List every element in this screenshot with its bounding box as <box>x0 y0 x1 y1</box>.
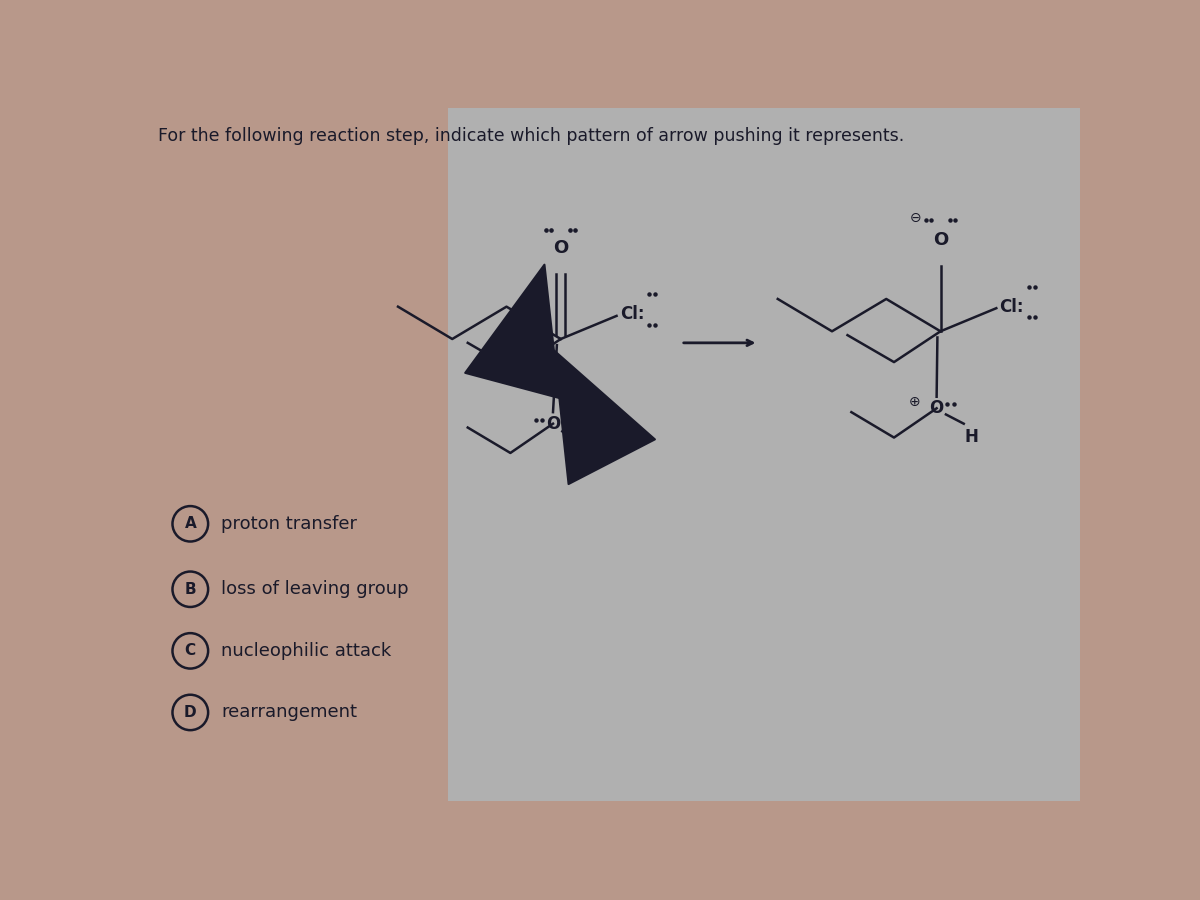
Text: C: C <box>185 644 196 659</box>
FancyArrowPatch shape <box>466 265 559 398</box>
Text: A: A <box>185 517 196 531</box>
Text: B: B <box>185 581 196 597</box>
Text: For the following reaction step, indicate which pattern of arrow pushing it repr: For the following reaction step, indicat… <box>157 127 904 145</box>
Text: Cl:: Cl: <box>1000 298 1024 316</box>
Text: D: D <box>184 705 197 720</box>
FancyArrowPatch shape <box>554 351 655 484</box>
Text: nucleophilic attack: nucleophilic attack <box>221 642 391 660</box>
Text: loss of leaving group: loss of leaving group <box>221 580 409 598</box>
Text: O: O <box>546 415 560 433</box>
Text: O: O <box>553 238 569 256</box>
Text: H: H <box>576 446 589 464</box>
Text: rearrangement: rearrangement <box>221 704 358 722</box>
Text: proton transfer: proton transfer <box>221 515 358 533</box>
Text: ⊖: ⊖ <box>910 212 922 225</box>
Text: O: O <box>930 400 943 418</box>
Bar <box>448 108 1080 801</box>
Text: H: H <box>965 428 978 446</box>
Text: Cl:: Cl: <box>619 305 644 323</box>
Text: O: O <box>932 231 948 249</box>
Text: ⊕: ⊕ <box>910 395 920 410</box>
